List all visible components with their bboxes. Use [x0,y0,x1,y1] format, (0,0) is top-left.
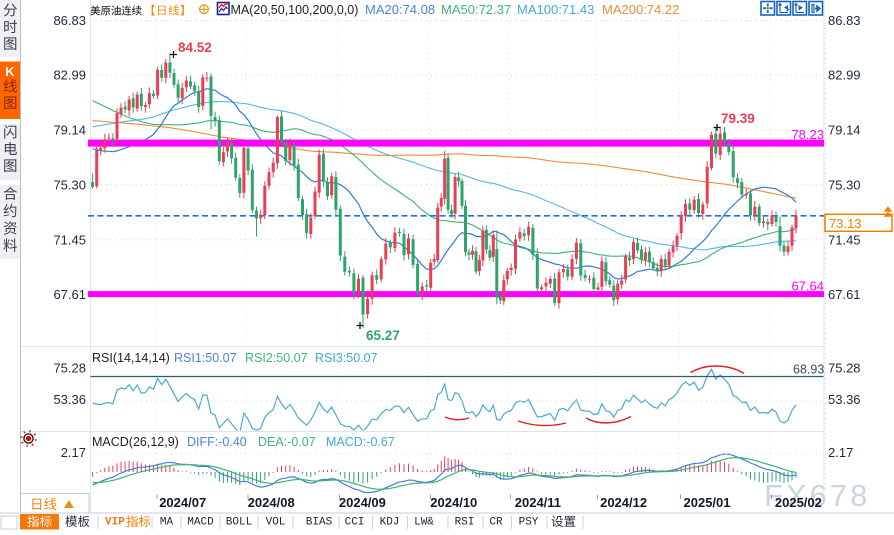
svg-text:73.13: 73.13 [829,216,862,231]
svg-text:MACD: MACD [187,517,214,529]
svg-text:DIFF:-0.40: DIFF:-0.40 [187,435,247,449]
svg-text:2.17: 2.17 [828,445,853,460]
svg-text:PSY: PSY [519,517,539,529]
svg-text:MA50:72.37: MA50:72.37 [441,2,511,17]
svg-text:RSI2:50.07: RSI2:50.07 [245,351,308,365]
svg-text:79.14: 79.14 [53,123,86,138]
svg-text:86.83: 86.83 [53,13,86,28]
svg-text:CCI: CCI [345,517,365,529]
svg-text:MACD(26,12,9): MACD(26,12,9) [92,435,179,449]
svg-text:2.17: 2.17 [61,445,86,460]
svg-text:2024/11: 2024/11 [515,495,561,510]
svg-text:75.28: 75.28 [53,361,86,376]
svg-text:53.36: 53.36 [828,392,861,407]
svg-text:2024/12: 2024/12 [600,495,647,510]
svg-text:K: K [5,64,15,79]
svg-text:67.61: 67.61 [828,287,861,302]
svg-text:DEA:-0.07: DEA:-0.07 [258,435,316,449]
svg-text:71.45: 71.45 [53,232,86,247]
svg-text:LW&: LW& [414,517,434,529]
svg-text:79.39: 79.39 [721,111,755,126]
svg-text:53.36: 53.36 [53,392,86,407]
svg-text:86.83: 86.83 [828,13,861,28]
svg-text:VIP: VIP [105,517,125,529]
svg-text:2025/01: 2025/01 [684,495,731,510]
svg-text:78.23: 78.23 [791,127,824,142]
svg-text:RSI1:50.07: RSI1:50.07 [174,351,237,365]
svg-text:65.27: 65.27 [366,328,400,343]
svg-text:71.45: 71.45 [828,232,861,247]
svg-text:KDJ: KDJ [380,517,400,529]
svg-text:2024/07: 2024/07 [159,495,206,510]
svg-text:MA100:71.43: MA100:71.43 [517,2,594,17]
svg-text:82.99: 82.99 [53,68,86,83]
svg-text:79.14: 79.14 [828,123,861,138]
svg-text:MA: MA [160,517,174,529]
svg-text:75.28: 75.28 [828,361,861,376]
svg-text:2024/10: 2024/10 [430,495,477,510]
svg-text:FX678: FX678 [764,478,870,513]
svg-text:MA20:74.08: MA20:74.08 [365,2,435,17]
svg-text:2024/08: 2024/08 [248,495,295,510]
svg-text:82.99: 82.99 [828,68,861,83]
svg-text:RSI3:50.07: RSI3:50.07 [315,351,378,365]
svg-text:VOL: VOL [266,517,286,529]
svg-text:67.64: 67.64 [791,278,824,293]
svg-text:75.30: 75.30 [53,177,86,192]
svg-text:MACD:-0.67: MACD:-0.67 [326,435,395,449]
svg-text:2024/09: 2024/09 [339,495,386,510]
svg-text:BOLL: BOLL [226,517,252,529]
svg-text:RSI(14,14,14): RSI(14,14,14) [92,351,170,365]
svg-text:67.61: 67.61 [53,287,86,302]
svg-text:68.93: 68.93 [793,363,824,377]
svg-text:BIAS: BIAS [306,517,333,529]
svg-text:84.52: 84.52 [178,40,212,55]
svg-text:75.30: 75.30 [828,177,861,192]
svg-text:CR: CR [489,517,503,529]
svg-text:MA(20,50,100,200,0,0): MA(20,50,100,200,0,0) [231,3,359,17]
svg-text:RSI: RSI [455,517,475,529]
svg-text:MA200:74.22: MA200:74.22 [602,2,679,17]
svg-text:2025/02: 2025/02 [775,495,822,510]
